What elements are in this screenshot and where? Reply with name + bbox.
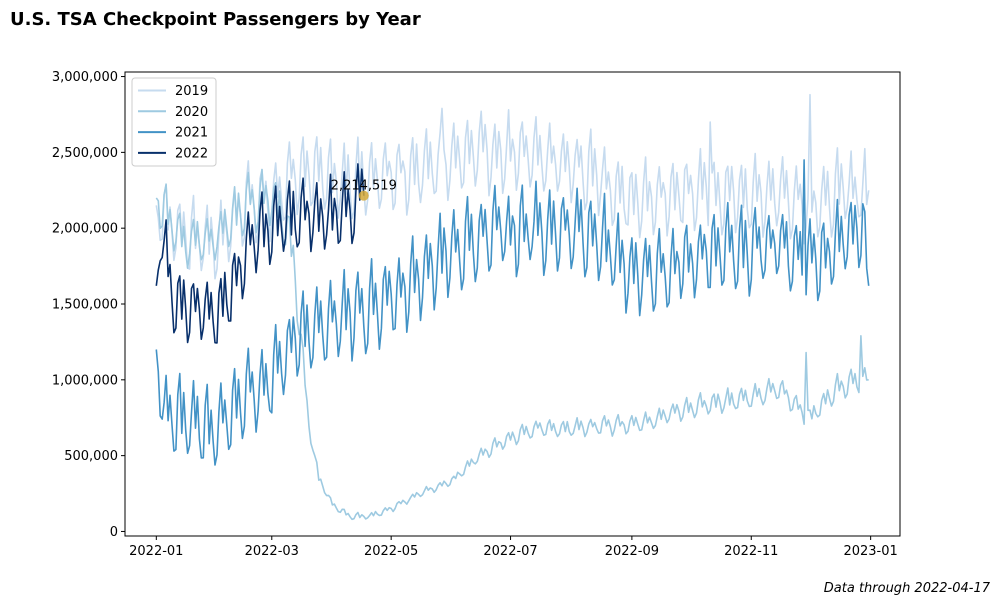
x-tick-label: 2022-11 — [724, 544, 778, 559]
y-tick-label: 1,500,000 — [52, 298, 118, 313]
series-line-2022 — [155, 163, 365, 344]
legend-label-2019: 2019 — [175, 84, 208, 99]
x-tick-label: 2022-09 — [605, 544, 659, 559]
legend-box — [131, 77, 217, 167]
x-tick-label: 2022-07 — [483, 544, 537, 559]
x-tick-label: 2022-03 — [245, 544, 299, 559]
x-tick-label: 2022-01 — [129, 544, 183, 559]
chart-title: U.S. TSA Checkpoint Passengers by Year — [10, 9, 421, 30]
axis-layer: 0 500,000 1,000,000 1,500,000 2,000,000 2,500… — [52, 70, 898, 559]
y-tick-label: 3,000,000 — [52, 70, 118, 85]
x-tick-label: 2023-01 — [843, 544, 897, 559]
y-tick-label: 500,000 — [64, 449, 118, 464]
series-line-2019 — [155, 93, 870, 280]
latest-value-label: 2,214,519 — [331, 179, 397, 194]
latest-value-marker — [358, 190, 369, 201]
series-line-2021 — [155, 159, 870, 466]
y-tick-label: 1,000,000 — [52, 373, 118, 388]
y-tick-label: 2,500,000 — [52, 146, 118, 161]
annotation-layer: 2,214,519 — [331, 179, 397, 201]
legend-label-2022: 2022 — [175, 146, 208, 161]
legend: 2019 2020 2021 2022 — [131, 77, 217, 167]
x-tick-label: 2022-05 — [364, 544, 418, 559]
y-tick-label: 0 — [110, 525, 118, 540]
legend-label-2021: 2021 — [175, 126, 208, 141]
legend-label-2020: 2020 — [175, 105, 208, 120]
series-layer — [155, 93, 870, 521]
y-tick-label: 2,000,000 — [52, 222, 118, 237]
data-through-note: Data through 2022-04-17 — [823, 581, 990, 596]
series-line-2020 — [155, 168, 869, 521]
